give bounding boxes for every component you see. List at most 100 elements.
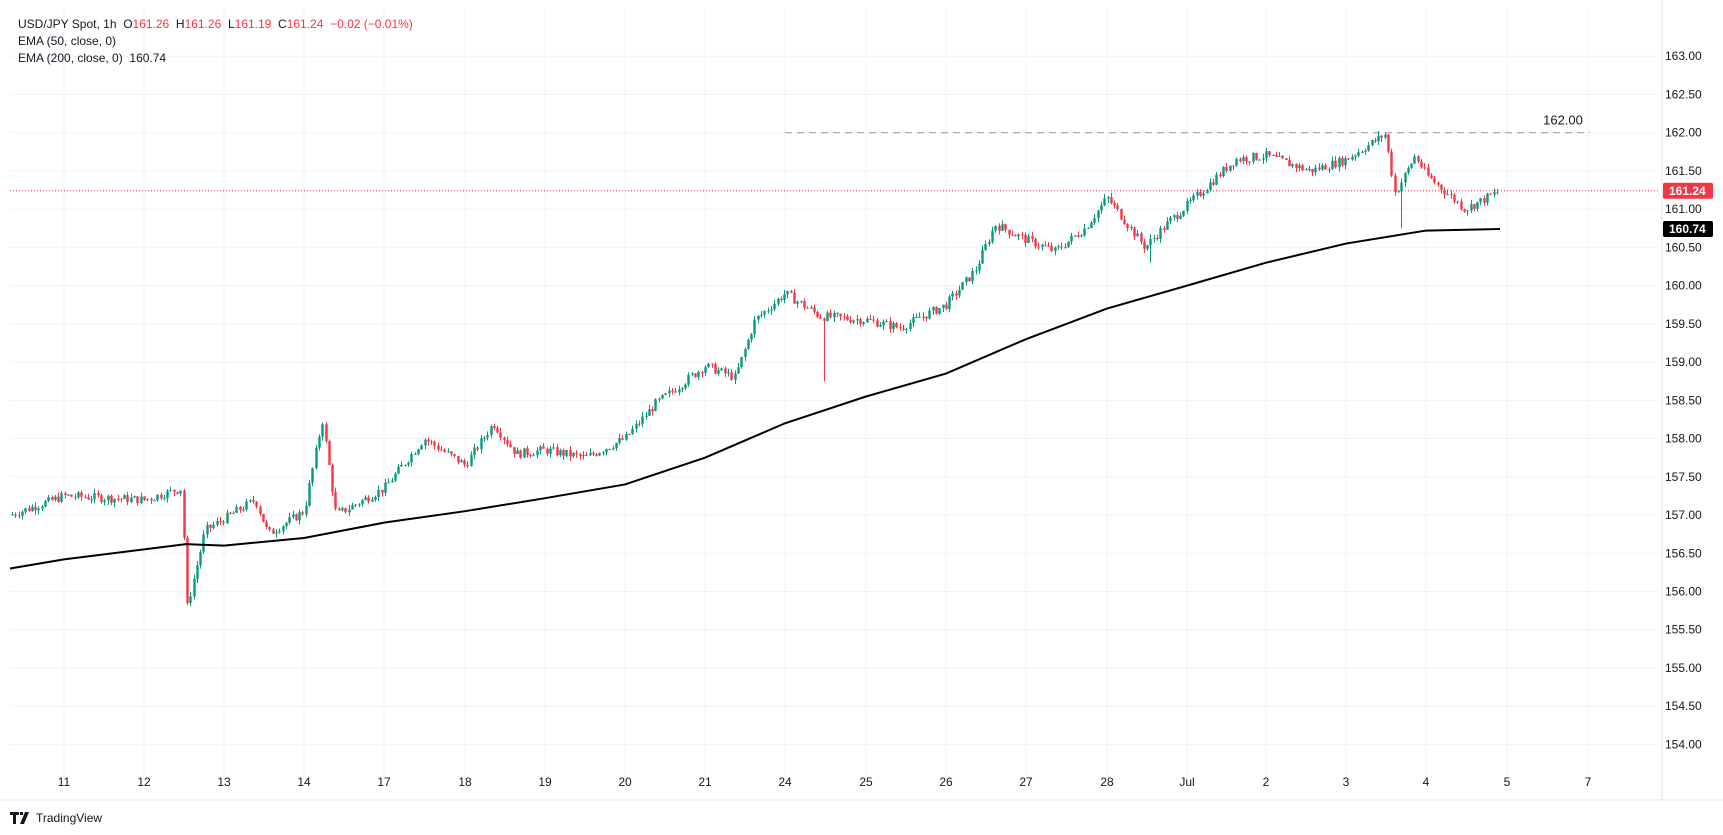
- candle-body: [786, 290, 789, 295]
- candle-body: [839, 313, 842, 317]
- candle-body: [654, 399, 657, 412]
- candle-body: [994, 225, 997, 231]
- y-tick-label: 154.00: [1665, 737, 1702, 751]
- candle-body: [876, 320, 879, 327]
- candle-body: [41, 506, 44, 509]
- candle-body: [813, 307, 816, 312]
- x-tick-label: 13: [217, 775, 231, 789]
- candle-body: [1252, 152, 1255, 162]
- candle-body: [846, 316, 849, 320]
- candle-body: [321, 424, 324, 437]
- candle-body: [1275, 155, 1278, 157]
- candle-body: [31, 506, 34, 511]
- candle-body: [295, 514, 298, 521]
- y-tick-label: 159.00: [1665, 355, 1702, 369]
- candle-body: [542, 446, 545, 449]
- candle-body: [470, 454, 473, 467]
- legend-ema200-value: 160.74: [129, 51, 167, 65]
- candle-body: [991, 230, 994, 242]
- candle-body: [942, 304, 945, 308]
- candle-body: [1450, 194, 1453, 196]
- candle-body: [150, 498, 153, 501]
- candle-body: [1314, 167, 1317, 173]
- candle-body: [486, 435, 489, 438]
- candle-body: [1347, 158, 1350, 160]
- candle-body: [1344, 158, 1347, 166]
- x-tick-label: 19: [538, 775, 552, 789]
- candle-body: [54, 496, 57, 500]
- candle-body: [951, 293, 954, 297]
- candle-body: [143, 496, 146, 500]
- candle-body: [780, 298, 783, 300]
- legend-ema50-row[interactable]: EMA (50, close, 0): [18, 33, 413, 50]
- candle-body: [305, 505, 308, 515]
- candle-body: [1397, 191, 1400, 193]
- candle-body: [183, 490, 186, 538]
- candle-body: [371, 499, 374, 502]
- candle-body: [483, 437, 486, 439]
- candle-body: [1496, 192, 1499, 194]
- x-tick-label: 24: [778, 775, 792, 789]
- candle-body: [965, 277, 968, 283]
- legend-change: −0.02 (−0.01%): [330, 17, 413, 31]
- candle-body: [466, 464, 469, 467]
- candle-body: [1255, 152, 1258, 160]
- candle-body: [694, 373, 697, 377]
- candle-body: [1407, 167, 1410, 173]
- candle-body: [24, 508, 27, 512]
- legend-open: 161.26: [132, 17, 170, 31]
- candle-body: [1014, 235, 1017, 237]
- candle-body: [1159, 228, 1162, 239]
- candle-body: [1235, 159, 1238, 166]
- candle-body: [826, 312, 829, 321]
- candle-body: [1466, 210, 1469, 212]
- candle-body: [717, 370, 720, 374]
- candle-body: [74, 496, 77, 498]
- candle-body: [1225, 167, 1228, 171]
- x-tick-label: 26: [939, 775, 953, 789]
- candle-body: [1057, 246, 1060, 248]
- candle-body: [1215, 174, 1218, 185]
- candle-body: [480, 438, 483, 450]
- candle-body: [975, 270, 978, 272]
- legend-low-label: L: [227, 17, 235, 31]
- candle-body: [209, 524, 212, 528]
- candle-body: [773, 303, 776, 310]
- candle-body: [328, 441, 331, 465]
- candle-body: [565, 449, 568, 456]
- candle-body: [1087, 227, 1090, 229]
- candle-body: [202, 534, 205, 552]
- candle-body: [499, 432, 502, 438]
- candle-body: [80, 492, 83, 497]
- candle-body: [618, 438, 621, 443]
- candle-body: [1034, 238, 1037, 247]
- candle-body: [1318, 167, 1321, 170]
- chart-legend: USD/JPY Spot, 1h O161.26 H161.26 L161.19…: [18, 16, 413, 67]
- candle-body: [14, 514, 17, 516]
- legend-ema200-row[interactable]: EMA (200, close, 0) 160.74: [18, 50, 413, 67]
- x-tick-label: 27: [1019, 775, 1033, 789]
- candle-body: [156, 494, 159, 501]
- candle-body: [1130, 227, 1133, 229]
- candle-body: [160, 494, 163, 499]
- candle-body: [1473, 204, 1476, 209]
- candle-body: [1357, 152, 1360, 156]
- candle-body: [843, 316, 846, 318]
- tradingview-logo[interactable]: TradingView: [10, 811, 102, 825]
- candle-body: [77, 492, 80, 498]
- candle-body: [1179, 215, 1182, 219]
- candle-body: [1229, 165, 1232, 171]
- x-tick-label: 21: [698, 775, 712, 789]
- candle-body: [1107, 197, 1110, 199]
- candle-body: [90, 499, 93, 501]
- candle-body: [714, 364, 717, 374]
- candle-body: [687, 374, 690, 385]
- candle-body: [1169, 217, 1172, 222]
- candle-body: [325, 424, 328, 442]
- candle-body: [1380, 135, 1383, 138]
- candle-body: [691, 373, 694, 375]
- candle-body: [770, 309, 773, 311]
- candle-body: [410, 454, 413, 463]
- candle-body: [193, 578, 196, 597]
